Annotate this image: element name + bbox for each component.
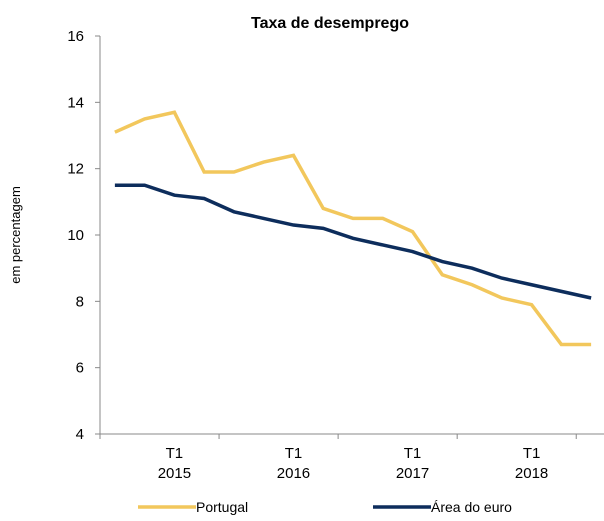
x-tick-label: T1 2017 xyxy=(396,445,429,482)
legend-label: Área do euro xyxy=(431,499,512,515)
y-axis-label: em percentagem xyxy=(8,186,23,284)
y-tick-label: 10 xyxy=(67,227,84,244)
y-tick-label: 6 xyxy=(76,360,84,377)
chart-title: Taxa de desemprego xyxy=(251,15,409,32)
y-tick-label: 8 xyxy=(76,293,84,310)
x-tick-label: T1 2018 xyxy=(515,445,548,482)
y-tick-label: 12 xyxy=(67,161,84,178)
y-tick-label: 4 xyxy=(76,426,84,443)
legend-label: Portugal xyxy=(196,499,248,515)
y-tick-label: 16 xyxy=(67,28,84,45)
x-tick-label: T1 2016 xyxy=(277,445,310,482)
y-tick-label: 14 xyxy=(67,94,84,111)
series-line xyxy=(114,183,592,300)
x-tick-label: T1 2015 xyxy=(158,445,191,482)
series-line xyxy=(114,110,592,347)
